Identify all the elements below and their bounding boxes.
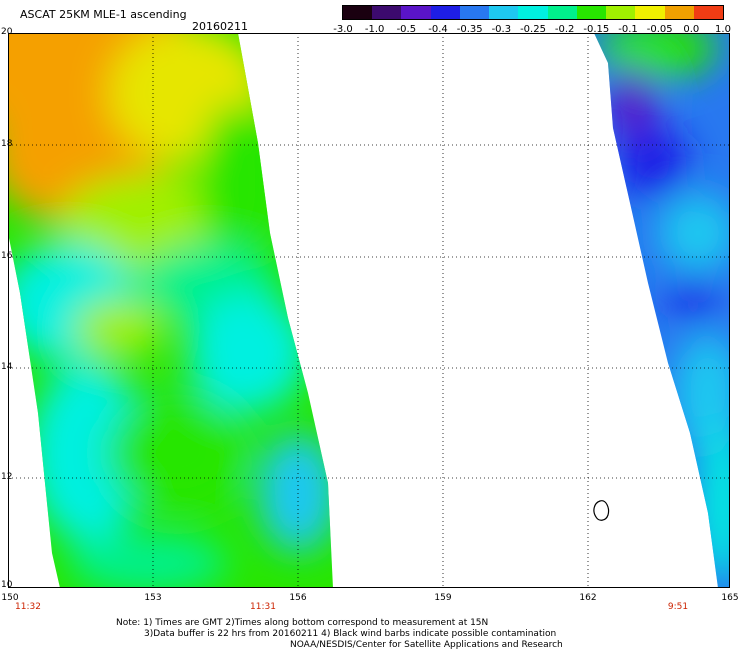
colorbar-swatch (664, 6, 694, 19)
lon-label: 150 (1, 593, 19, 603)
colorbar-label: -0.1 (618, 24, 638, 35)
field-patch (673, 333, 730, 453)
colorbar-swatch (693, 6, 724, 19)
note-line-2: 3)Data buffer is 22 hrs from 20160211 4)… (144, 629, 557, 639)
colorbar-label: -0.2 (554, 24, 575, 35)
map-title: ASCAT 25KM MLE-1 ascending (20, 8, 187, 21)
field-patch (73, 298, 163, 358)
lat-label: 20 (1, 27, 13, 37)
colorbar-label: 1.0 (715, 24, 731, 35)
colorbar-swatch (606, 6, 636, 19)
note-line-3: NOAA/NESDIS/Center for Satellite Applica… (290, 640, 563, 650)
colorbar-swatch (547, 6, 577, 19)
lon-label: 165 (721, 593, 739, 603)
colorbar-swatch (459, 6, 490, 19)
colorbar-swatch (430, 6, 460, 19)
field-patch (658, 193, 730, 273)
field-patch (68, 533, 228, 588)
lon-label: 159 (434, 593, 452, 603)
colorbar-swatch (343, 6, 373, 19)
lon-label: 153 (144, 593, 162, 603)
field-patch (618, 128, 688, 198)
colorbar-swatch (518, 6, 548, 19)
right-swath (594, 33, 730, 588)
field-patch (108, 393, 248, 513)
lat-label: 12 (1, 472, 13, 482)
left-swath (8, 33, 333, 588)
colorbar-swatch (635, 6, 665, 19)
lon-label: 162 (579, 593, 597, 603)
colorbar-label: -0.15 (583, 24, 610, 35)
lat-label: 16 (1, 251, 13, 261)
time-label: 11:31 (250, 602, 276, 612)
plot-frame (8, 33, 730, 588)
island-outline (593, 500, 610, 521)
colorbar-label: -0.4 (428, 24, 448, 35)
field-patch (198, 103, 278, 263)
colorbar-label: -1.0 (364, 24, 385, 35)
field-patch (28, 363, 148, 543)
colorbar-label: -0.25 (520, 24, 546, 35)
field-patch (598, 33, 718, 78)
colorbar-label: -0.5 (396, 24, 417, 35)
colorbar-label: 0.0 (683, 24, 700, 35)
map-plot (8, 33, 730, 588)
lat-label: 14 (1, 362, 13, 372)
colorbar-swatch (372, 6, 402, 19)
lat-label: 18 (1, 139, 13, 149)
field-patch (668, 278, 718, 318)
field-patch (188, 293, 308, 413)
colorbar (342, 5, 724, 20)
map-date: 20160211 (192, 20, 248, 33)
lon-label: 156 (289, 593, 307, 603)
colorbar-swatch (401, 6, 431, 19)
graticule (8, 33, 730, 588)
note-line-1: Note: 1) Times are GMT 2)Times along bot… (116, 618, 489, 628)
colorbar-label: -3.0 (333, 24, 353, 35)
time-label: 9:51 (667, 602, 689, 612)
colorbar-swatch (489, 6, 519, 19)
colorbar-label: -0.35 (456, 24, 483, 35)
colorbar-swatch (576, 6, 607, 19)
lat-label: 10 (1, 580, 13, 590)
field-patch (608, 63, 658, 143)
colorbar-label: -0.3 (491, 24, 512, 35)
time-label: 11:32 (15, 602, 41, 612)
colorbar-label: -0.05 (646, 24, 673, 35)
